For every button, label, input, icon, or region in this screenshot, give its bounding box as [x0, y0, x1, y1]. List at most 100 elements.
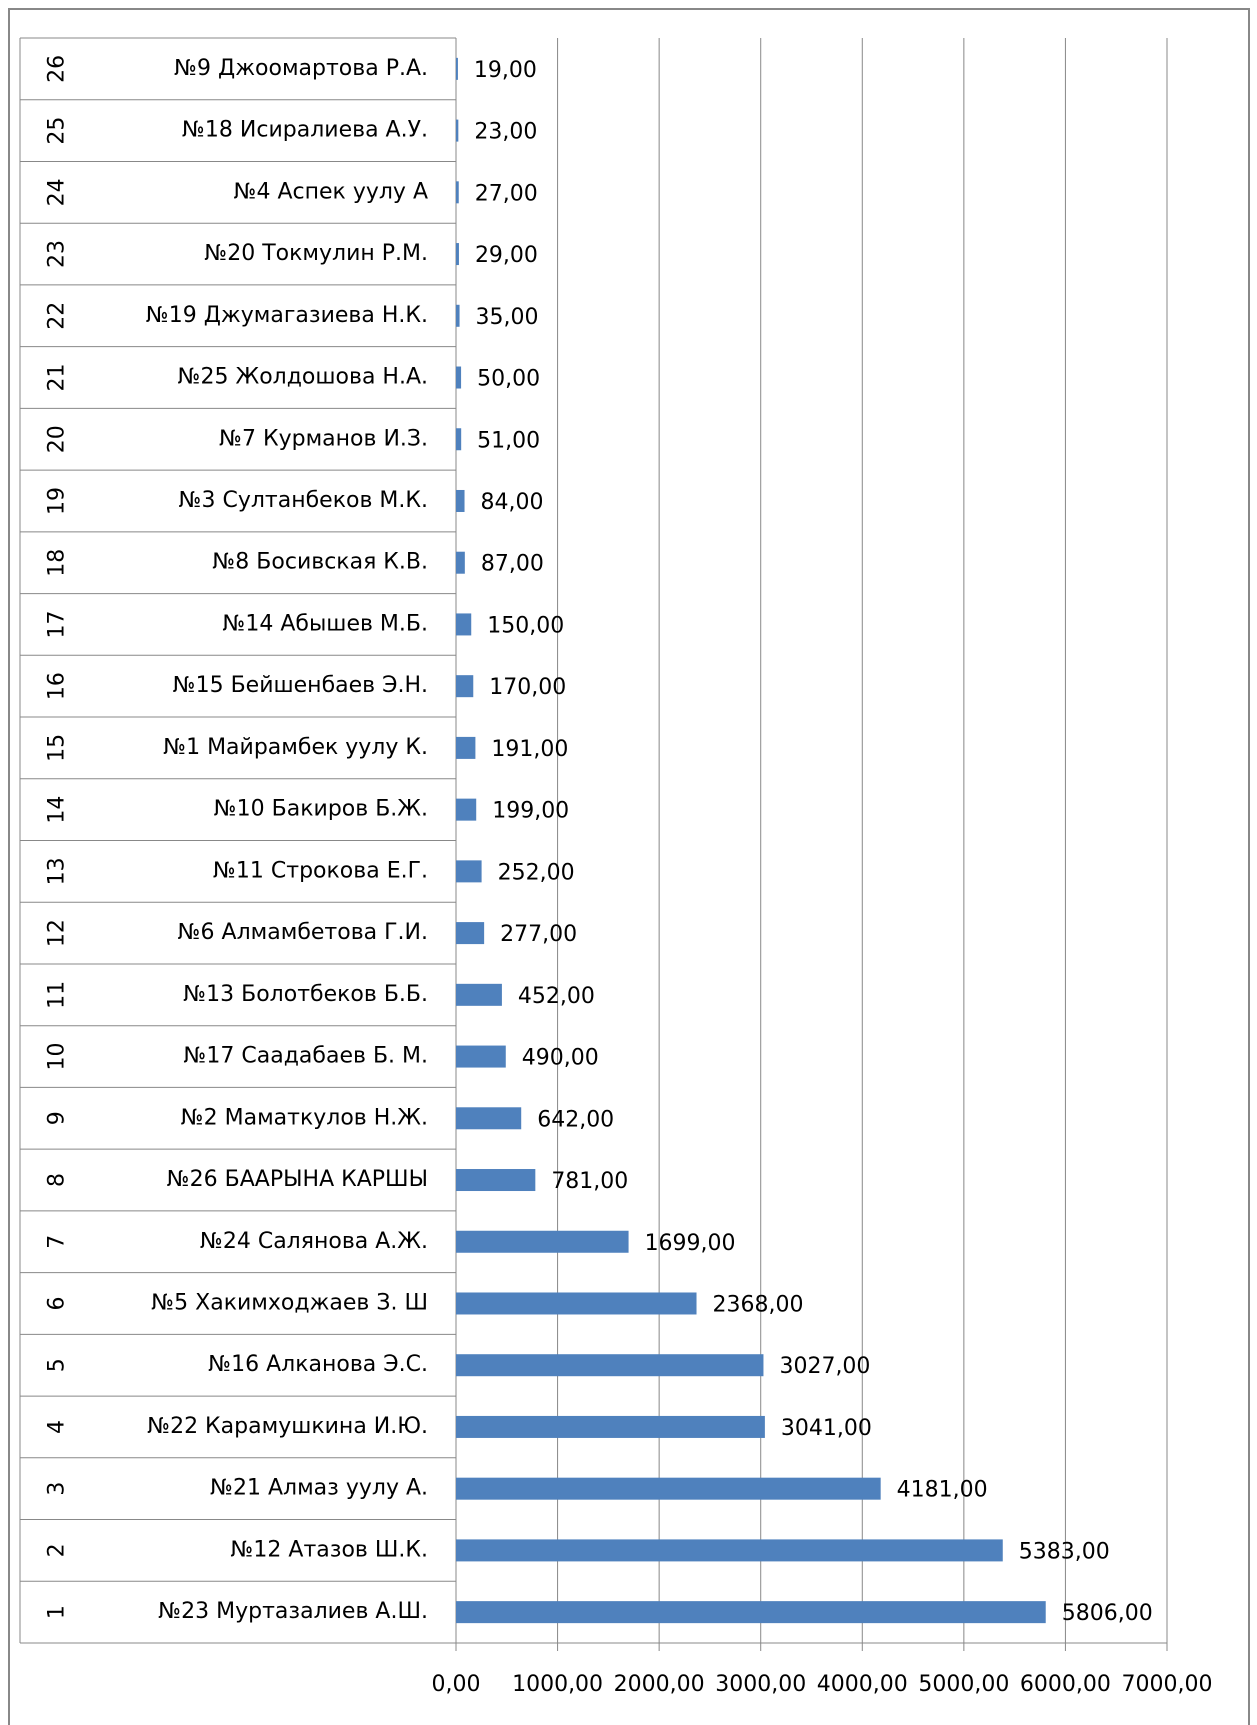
bar — [456, 1539, 1003, 1562]
category-label: №12 Атазов Ш.К. — [231, 1537, 428, 1562]
bar — [456, 860, 482, 883]
chart-frame — [8, 8, 1250, 1725]
value-label: 170,00 — [489, 675, 566, 700]
category-label: №17 Саадабаев Б. М. — [184, 1044, 428, 1069]
category-number: 17 — [45, 610, 70, 638]
category-label: №10 Бакиров Б.Ж. — [214, 797, 428, 822]
category-number: 11 — [45, 981, 70, 1009]
bar — [456, 304, 460, 327]
value-label: 35,00 — [476, 305, 539, 330]
bar — [456, 489, 465, 512]
category-number: 10 — [45, 1043, 70, 1071]
value-label: 2368,00 — [713, 1292, 804, 1317]
value-label: 199,00 — [492, 799, 569, 824]
bar — [456, 243, 459, 266]
bar — [456, 1045, 506, 1068]
category-label: №4 Аспек уулу А — [234, 179, 428, 204]
category-number: 22 — [45, 302, 70, 330]
bar — [456, 1477, 881, 1500]
bar — [456, 119, 459, 142]
value-label: 781,00 — [551, 1169, 628, 1194]
category-label: №9 Джоомартова Р.А. — [174, 56, 428, 81]
bar — [456, 428, 462, 451]
category-label: №3 Султанбеков М.К. — [179, 488, 428, 513]
x-tick-label: 5000,00 — [918, 1672, 1009, 1697]
category-number: 20 — [45, 425, 70, 453]
category-label: №2 Маматкулов Н.Ж. — [181, 1105, 428, 1130]
category-label: №7 Курманов И.З. — [219, 426, 428, 451]
value-label: 490,00 — [522, 1046, 599, 1071]
value-label: 84,00 — [481, 490, 544, 515]
category-label: №25 Жолдошова Н.А. — [178, 365, 428, 390]
bar — [456, 366, 462, 389]
category-number: 19 — [45, 487, 70, 515]
category-label: №19 Джумагазиева Н.К. — [146, 303, 428, 328]
bar — [456, 798, 477, 821]
bar — [456, 983, 502, 1006]
x-tick-label: 4000,00 — [817, 1672, 908, 1697]
category-number: 9 — [45, 1111, 70, 1125]
value-label: 29,00 — [475, 243, 538, 268]
value-label: 50,00 — [477, 367, 540, 392]
bar — [456, 613, 472, 636]
bar — [456, 1601, 1046, 1624]
x-tick-label: 7000,00 — [1122, 1672, 1213, 1697]
category-label: №21 Алмаз уулу А. — [210, 1476, 428, 1501]
category-number: 18 — [45, 549, 70, 577]
category-label: №24 Салянова А.Ж. — [200, 1229, 428, 1254]
category-label: №6 Алмамбетова Г.И. — [178, 920, 428, 945]
category-number: 1 — [45, 1605, 70, 1619]
value-label: 5806,00 — [1062, 1601, 1153, 1626]
category-number: 6 — [45, 1296, 70, 1310]
bar — [456, 1230, 629, 1253]
category-label: №15 Бейшенбаев Э.Н. — [173, 673, 428, 698]
x-tick-label: 0,00 — [432, 1672, 481, 1697]
value-label: 27,00 — [475, 181, 538, 206]
category-number: 7 — [45, 1235, 70, 1249]
bar — [456, 181, 459, 204]
value-label: 452,00 — [518, 984, 595, 1009]
value-label: 19,00 — [474, 58, 537, 83]
category-number: 23 — [45, 240, 70, 268]
bar — [456, 57, 458, 80]
category-label: №18 Исиралиева А.У. — [182, 118, 428, 143]
bar — [456, 1292, 697, 1315]
category-number: 13 — [45, 857, 70, 885]
bar — [456, 551, 465, 574]
value-label: 642,00 — [537, 1107, 614, 1132]
value-label: 5383,00 — [1019, 1539, 1110, 1564]
category-number: 5 — [45, 1358, 70, 1372]
value-label: 51,00 — [477, 428, 540, 453]
category-number: 26 — [45, 55, 70, 83]
bar — [456, 736, 476, 759]
value-label: 1699,00 — [645, 1231, 736, 1256]
category-label: №16 Алканова Э.С. — [208, 1352, 428, 1377]
bar — [456, 675, 474, 698]
x-tick-label: 6000,00 — [1020, 1672, 1111, 1697]
value-label: 4181,00 — [897, 1478, 988, 1503]
category-number: 16 — [45, 672, 70, 700]
bar — [456, 1415, 765, 1438]
x-tick-label: 2000,00 — [614, 1672, 705, 1697]
category-number: 4 — [45, 1420, 70, 1434]
category-number: 14 — [45, 796, 70, 824]
category-label: №1 Майрамбек уулу К. — [163, 735, 428, 760]
category-number: 8 — [45, 1173, 70, 1187]
category-label: №20 Токмулин Р.М. — [204, 241, 428, 266]
category-label: №14 Абышев М.Б. — [222, 611, 428, 636]
category-label: №23 Муртазалиев А.Ш. — [158, 1599, 428, 1624]
x-tick-label: 3000,00 — [715, 1672, 806, 1697]
category-label: №22 Карамушкина И.Ю. — [147, 1414, 428, 1439]
value-label: 23,00 — [474, 120, 537, 145]
category-number: 12 — [45, 919, 70, 947]
value-label: 191,00 — [491, 737, 568, 762]
value-label: 3041,00 — [781, 1416, 872, 1441]
value-label: 252,00 — [498, 860, 575, 885]
category-label: №11 Строкова Е.Г. — [213, 858, 428, 883]
category-number: 3 — [45, 1482, 70, 1496]
bar — [456, 1354, 764, 1377]
value-label: 150,00 — [487, 613, 564, 638]
bar — [456, 922, 485, 945]
category-label: №13 Болотбеков Б.Б. — [183, 982, 428, 1007]
